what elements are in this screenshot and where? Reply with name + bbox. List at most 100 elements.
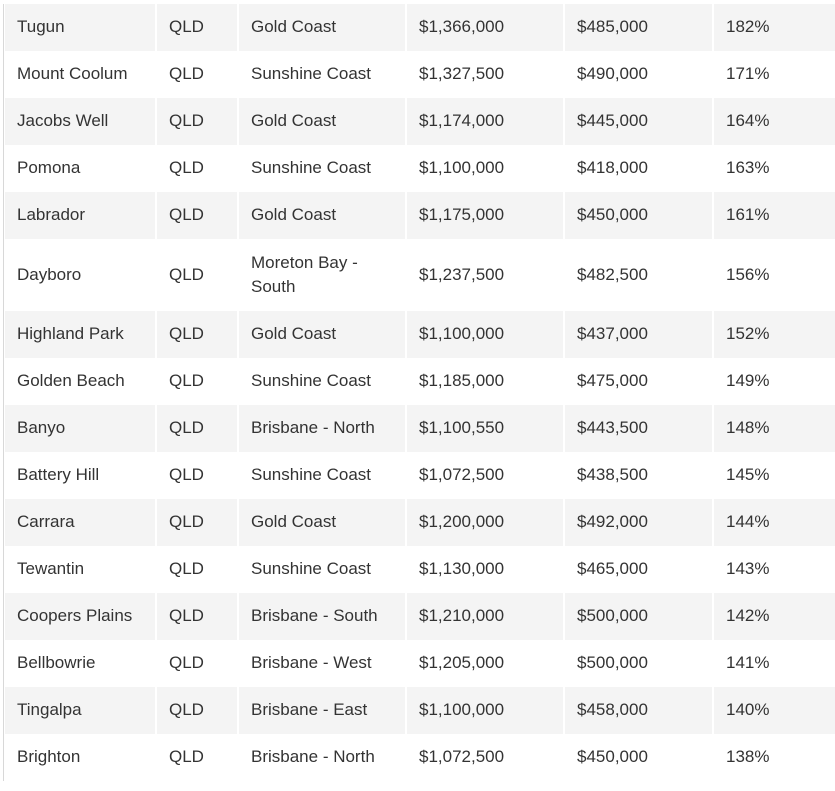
house-price-cell: $1,366,000 [407,4,563,51]
unit-price-cell: $445,000 [565,98,712,145]
table-row: Golden Beach QLD Sunshine Coast $1,185,000 $… [5,358,835,405]
region-cell: Brisbane - North [239,734,405,781]
table-row: Labrador QLD Gold Coast $1,175,000 $450,000 1… [5,192,835,239]
price-difference-cell: 164% [714,98,835,145]
price-difference-cell: 144% [714,499,835,546]
house-price-cell: $1,237,500 [407,239,563,311]
house-price-cell: $1,185,000 [407,358,563,405]
region-cell: Sunshine Coast [239,546,405,593]
table-row: Highland Park QLD Gold Coast $1,100,000 $437… [5,311,835,358]
state-cell: QLD [157,51,237,98]
table-row: Carrara QLD Gold Coast $1,200,000 $492,000 14… [5,499,835,546]
region-cell: Sunshine Coast [239,452,405,499]
unit-price-cell: $450,000 [565,192,712,239]
unit-price-cell: $475,000 [565,358,712,405]
unit-price-cell: $443,500 [565,405,712,452]
region-cell: Gold Coast [239,192,405,239]
price-difference-cell: 156% [714,239,835,311]
price-difference-cell: 171% [714,51,835,98]
unit-price-cell: $437,000 [565,311,712,358]
price-difference-cell: 143% [714,546,835,593]
suburb-cell: Battery Hill [5,452,155,499]
price-difference-cell: 182% [714,4,835,51]
house-price-cell: $1,100,000 [407,145,563,192]
house-price-cell: $1,174,000 [407,98,563,145]
suburb-cell: Golden Beach [5,358,155,405]
state-cell: QLD [157,4,237,51]
suburb-cell: Bellbowrie [5,640,155,687]
table-row: Jacobs Well QLD Gold Coast $1,174,000 $445,0… [5,98,835,145]
state-cell: QLD [157,358,237,405]
region-cell: Sunshine Coast [239,51,405,98]
table-row: Dayboro QLD Moreton Bay - South $1,237,500 $… [5,239,835,311]
data-table: Tugun QLD Gold Coast $1,366,000 $485,000 182%… [3,4,835,781]
state-cell: QLD [157,593,237,640]
state-cell: QLD [157,192,237,239]
region-cell: Gold Coast [239,499,405,546]
suburb-cell: Brighton [5,734,155,781]
state-cell: QLD [157,239,237,311]
region-cell: Gold Coast [239,4,405,51]
region-cell: Sunshine Coast [239,145,405,192]
price-difference-cell: 152% [714,311,835,358]
region-cell: Moreton Bay - South [239,239,405,311]
house-price-cell: $1,100,550 [407,405,563,452]
state-cell: QLD [157,145,237,192]
price-difference-cell: 141% [714,640,835,687]
suburb-cell: Pomona [5,145,155,192]
price-difference-cell: 138% [714,734,835,781]
price-difference-cell: 145% [714,452,835,499]
table-row: Brighton QLD Brisbane - North $1,072,500 $45… [5,734,835,781]
state-cell: QLD [157,405,237,452]
house-price-cell: $1,072,500 [407,734,563,781]
price-difference-cell: 140% [714,687,835,734]
house-price-cell: $1,100,000 [407,311,563,358]
unit-price-cell: $465,000 [565,546,712,593]
price-difference-cell: 163% [714,145,835,192]
table-row: Tugun QLD Gold Coast $1,366,000 $485,000 182% [5,4,835,51]
house-price-cell: $1,327,500 [407,51,563,98]
table-body: Tugun QLD Gold Coast $1,366,000 $485,000 182%… [5,4,835,781]
state-cell: QLD [157,311,237,358]
state-cell: QLD [157,452,237,499]
table-row: Mount Coolum QLD Sunshine Coast $1,327,500 $… [5,51,835,98]
suburb-cell: Coopers Plains [5,593,155,640]
table-row: Pomona QLD Sunshine Coast $1,100,000 $418,00… [5,145,835,192]
suburb-price-table: Tugun QLD Gold Coast $1,366,000 $485,000 182%… [3,4,835,781]
table-row: Tingalpa QLD Brisbane - East $1,100,000 $458… [5,687,835,734]
table-row: Banyo QLD Brisbane - North $1,100,550 $443,5… [5,405,835,452]
region-cell: Brisbane - South [239,593,405,640]
house-price-cell: $1,205,000 [407,640,563,687]
region-cell: Gold Coast [239,311,405,358]
house-price-cell: $1,200,000 [407,499,563,546]
house-price-cell: $1,072,500 [407,452,563,499]
state-cell: QLD [157,734,237,781]
unit-price-cell: $450,000 [565,734,712,781]
unit-price-cell: $500,000 [565,640,712,687]
unit-price-cell: $482,500 [565,239,712,311]
table-row: Bellbowrie QLD Brisbane - West $1,205,000 $5… [5,640,835,687]
suburb-cell: Jacobs Well [5,98,155,145]
house-price-cell: $1,210,000 [407,593,563,640]
suburb-cell: Mount Coolum [5,51,155,98]
state-cell: QLD [157,687,237,734]
price-difference-cell: 149% [714,358,835,405]
region-cell: Gold Coast [239,98,405,145]
suburb-cell: Dayboro [5,239,155,311]
price-difference-cell: 148% [714,405,835,452]
state-cell: QLD [157,640,237,687]
state-cell: QLD [157,499,237,546]
table-row: Tewantin QLD Sunshine Coast $1,130,000 $465,… [5,546,835,593]
suburb-cell: Labrador [5,192,155,239]
suburb-cell: Tingalpa [5,687,155,734]
unit-price-cell: $490,000 [565,51,712,98]
suburb-cell: Tugun [5,4,155,51]
suburb-cell: Highland Park [5,311,155,358]
unit-price-cell: $458,000 [565,687,712,734]
unit-price-cell: $418,000 [565,145,712,192]
price-difference-cell: 161% [714,192,835,239]
table-row: Battery Hill QLD Sunshine Coast $1,072,500 $… [5,452,835,499]
suburb-cell: Tewantin [5,546,155,593]
state-cell: QLD [157,98,237,145]
house-price-cell: $1,175,000 [407,192,563,239]
